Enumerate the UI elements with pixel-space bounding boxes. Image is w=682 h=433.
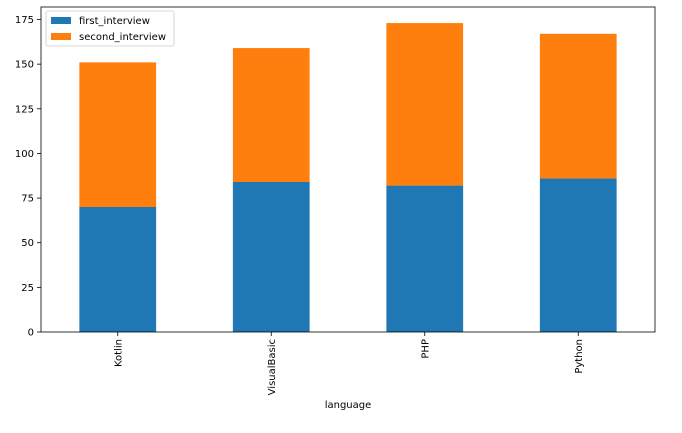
bar-first-interview-kotlin <box>79 207 157 332</box>
legend-box <box>45 10 175 47</box>
x-tick-label-php: PHP <box>420 339 431 359</box>
bar-first-interview-visualbasic <box>232 182 310 332</box>
y-tick-label: 150 <box>15 60 34 71</box>
bar-second-interview-python <box>539 33 617 179</box>
bar-first-interview-php <box>386 185 464 332</box>
legend-label-second-interview: second_interview <box>79 32 166 43</box>
y-tick-label: 175 <box>15 15 34 26</box>
legend-swatch-second-interview <box>51 33 71 40</box>
legend-label-first-interview: first_interview <box>79 16 150 27</box>
bars-group <box>79 23 617 332</box>
y-tick-label: 75 <box>21 194 34 205</box>
y-tick-label: 50 <box>21 238 34 249</box>
y-tick-label: 125 <box>15 104 34 115</box>
x-axis: Kotlin VisualBasic PHP Python <box>113 332 585 395</box>
bar-second-interview-visualbasic <box>232 48 310 183</box>
y-tick-label: 25 <box>21 283 34 294</box>
bar-second-interview-kotlin <box>79 62 157 207</box>
x-tick-label-visualbasic: VisualBasic <box>267 339 278 395</box>
y-tick-label: 100 <box>15 149 34 160</box>
legend: first_interview second_interview <box>45 10 175 47</box>
legend-swatch-first-interview <box>51 17 71 24</box>
x-tick-label-kotlin: Kotlin <box>113 339 124 367</box>
x-axis-label: language <box>325 400 372 411</box>
plot-frame <box>40 6 656 333</box>
bar-second-interview-php <box>386 23 464 186</box>
y-tick-label: 0 <box>28 328 34 339</box>
bar-first-interview-python <box>539 178 617 332</box>
y-axis: 0 25 50 75 100 125 150 175 <box>15 15 41 339</box>
x-tick-label-python: Python <box>574 339 585 374</box>
